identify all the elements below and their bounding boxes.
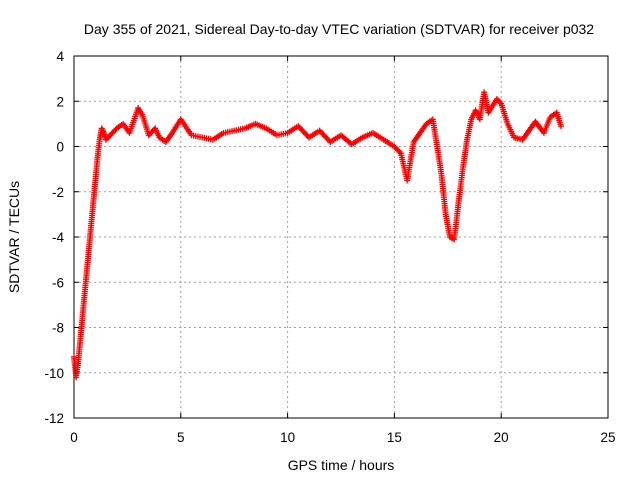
x-tick-label-0: 0 xyxy=(70,430,78,445)
y-tick-label-7: 2 xyxy=(56,94,64,109)
x-tick-label-2: 10 xyxy=(280,430,295,445)
grid-lines xyxy=(74,56,608,418)
axis-ticks: 0 5 10 15 20 25 -12 -10 -8 -6 -4 -2 0 2 4 xyxy=(44,49,615,445)
y-tick-label-8: 4 xyxy=(56,49,64,64)
y-tick-label-5: -2 xyxy=(52,185,64,200)
y-tick-label-3: -6 xyxy=(52,275,64,290)
y-axis-label: SDTVAR / TECUs xyxy=(6,181,22,293)
x-tick-label-5: 25 xyxy=(600,430,615,445)
x-tick-label-3: 15 xyxy=(387,430,402,445)
data-series xyxy=(71,89,565,381)
y-tick-label-2: -8 xyxy=(52,321,64,336)
y-tick-label-0: -12 xyxy=(44,411,64,426)
y-tick-label-4: -4 xyxy=(52,230,64,245)
x-tick-label-1: 5 xyxy=(177,430,185,445)
series-0 xyxy=(71,89,565,381)
y-tick-label-6: 0 xyxy=(56,140,64,155)
x-axis-label: GPS time / hours xyxy=(288,457,395,473)
chart-title: Day 355 of 2021, Sidereal Day-to-day VTE… xyxy=(84,21,594,37)
y-tick-label-1: -10 xyxy=(44,366,64,381)
x-tick-label-4: 20 xyxy=(494,430,509,445)
data-point-78 xyxy=(558,123,565,130)
